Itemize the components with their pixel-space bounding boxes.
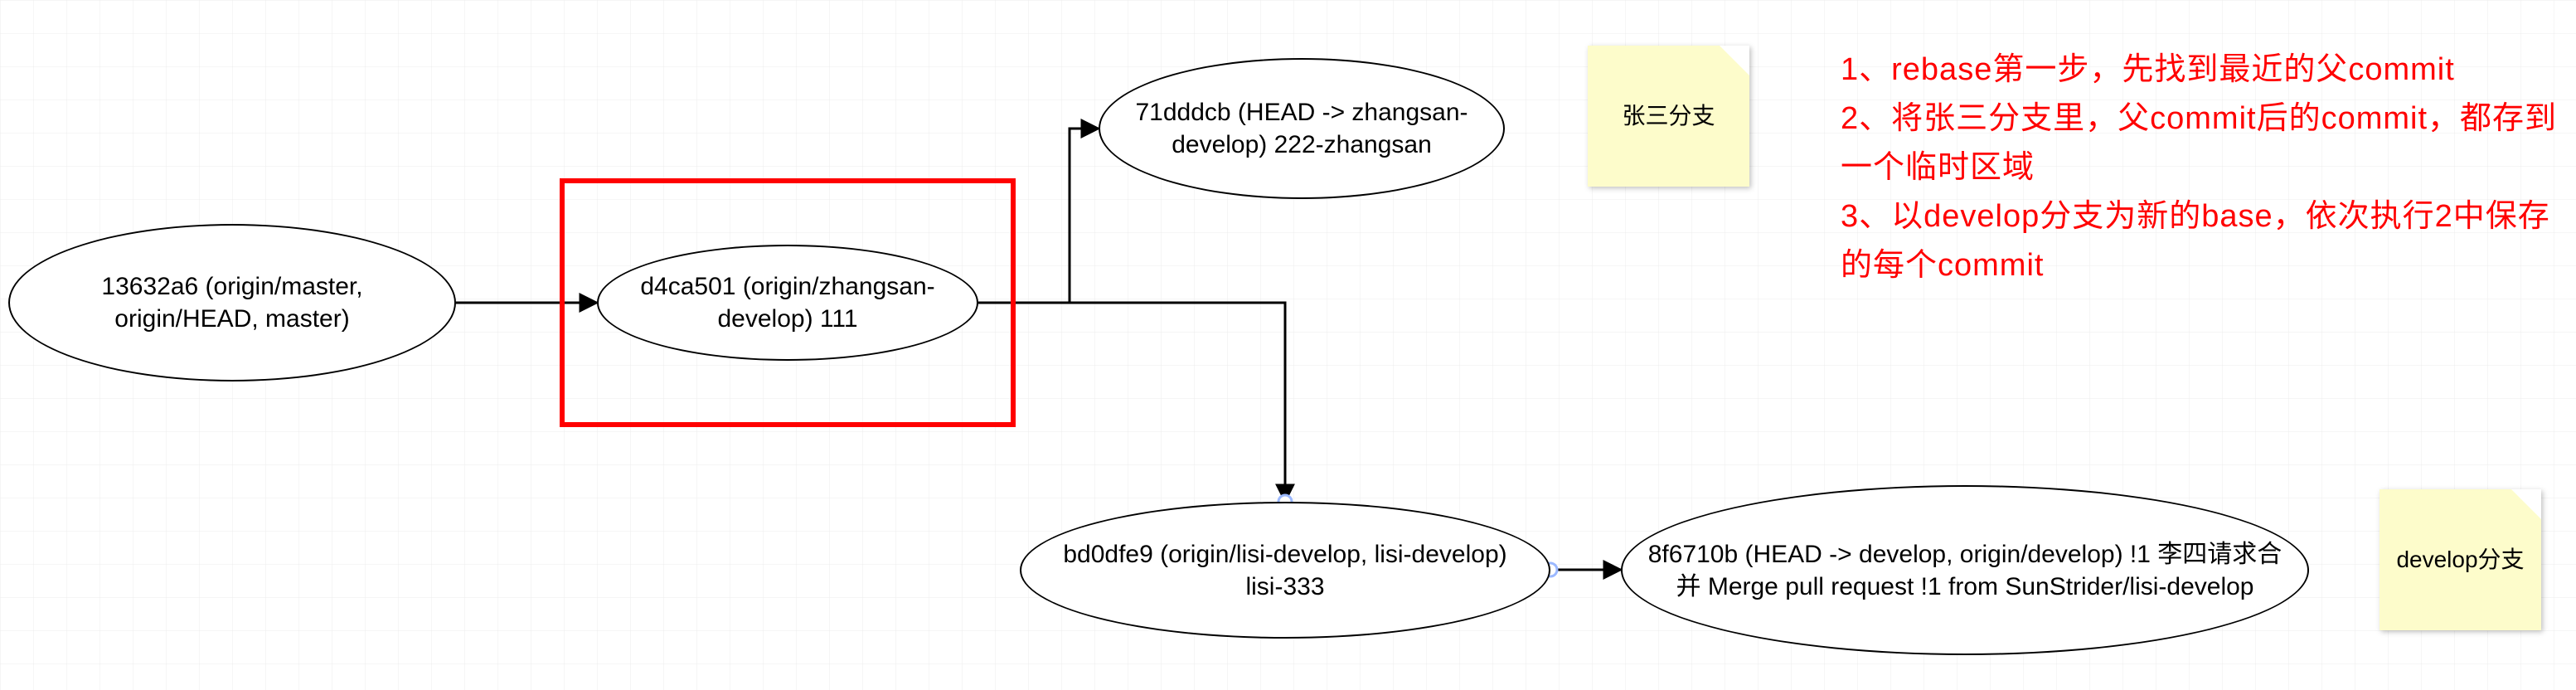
sticky-develop-label: develop分支	[2396, 545, 2524, 575]
commit-parent: d4ca501 (origin/zhangsan-develop) 111	[597, 245, 978, 361]
diagram-canvas: 13632a6 (origin/master, origin/HEAD, mas…	[0, 0, 2576, 690]
commit-master-label: 13632a6 (origin/master, origin/HEAD, mas…	[35, 270, 429, 335]
commit-lisi: bd0dfe9 (origin/lisi-develop, lisi-devel…	[1020, 502, 1550, 639]
commit-parent-label: d4ca501 (origin/zhangsan-develop) 111	[623, 270, 952, 335]
commit-develop-head-label: 8f6710b (HEAD -> develop, origin/develop…	[1647, 538, 2283, 603]
commit-zhangsan-head: 71dddcb (HEAD -> zhangsan-develop) 222-z…	[1099, 58, 1505, 199]
commit-zhangsan-head-label: 71dddcb (HEAD -> zhangsan-develop) 222-z…	[1125, 96, 1478, 161]
commit-develop-head: 8f6710b (HEAD -> develop, origin/develop…	[1621, 485, 2309, 655]
sticky-develop-branch: develop分支	[2380, 489, 2541, 630]
sticky-fold-icon	[1720, 46, 1749, 75]
sticky-zhangsan-label: 张三分支	[1622, 101, 1715, 131]
sticky-zhangsan-branch: 张三分支	[1588, 46, 1749, 187]
rebase-steps-annotation: 1、rebase第一步，先找到最近的父commit 2、将张三分支里，父comm…	[1841, 46, 2562, 289]
sticky-fold-icon	[2511, 489, 2541, 519]
commit-master: 13632a6 (origin/master, origin/HEAD, mas…	[8, 224, 456, 381]
commit-lisi-label: bd0dfe9 (origin/lisi-develop, lisi-devel…	[1046, 538, 1524, 603]
